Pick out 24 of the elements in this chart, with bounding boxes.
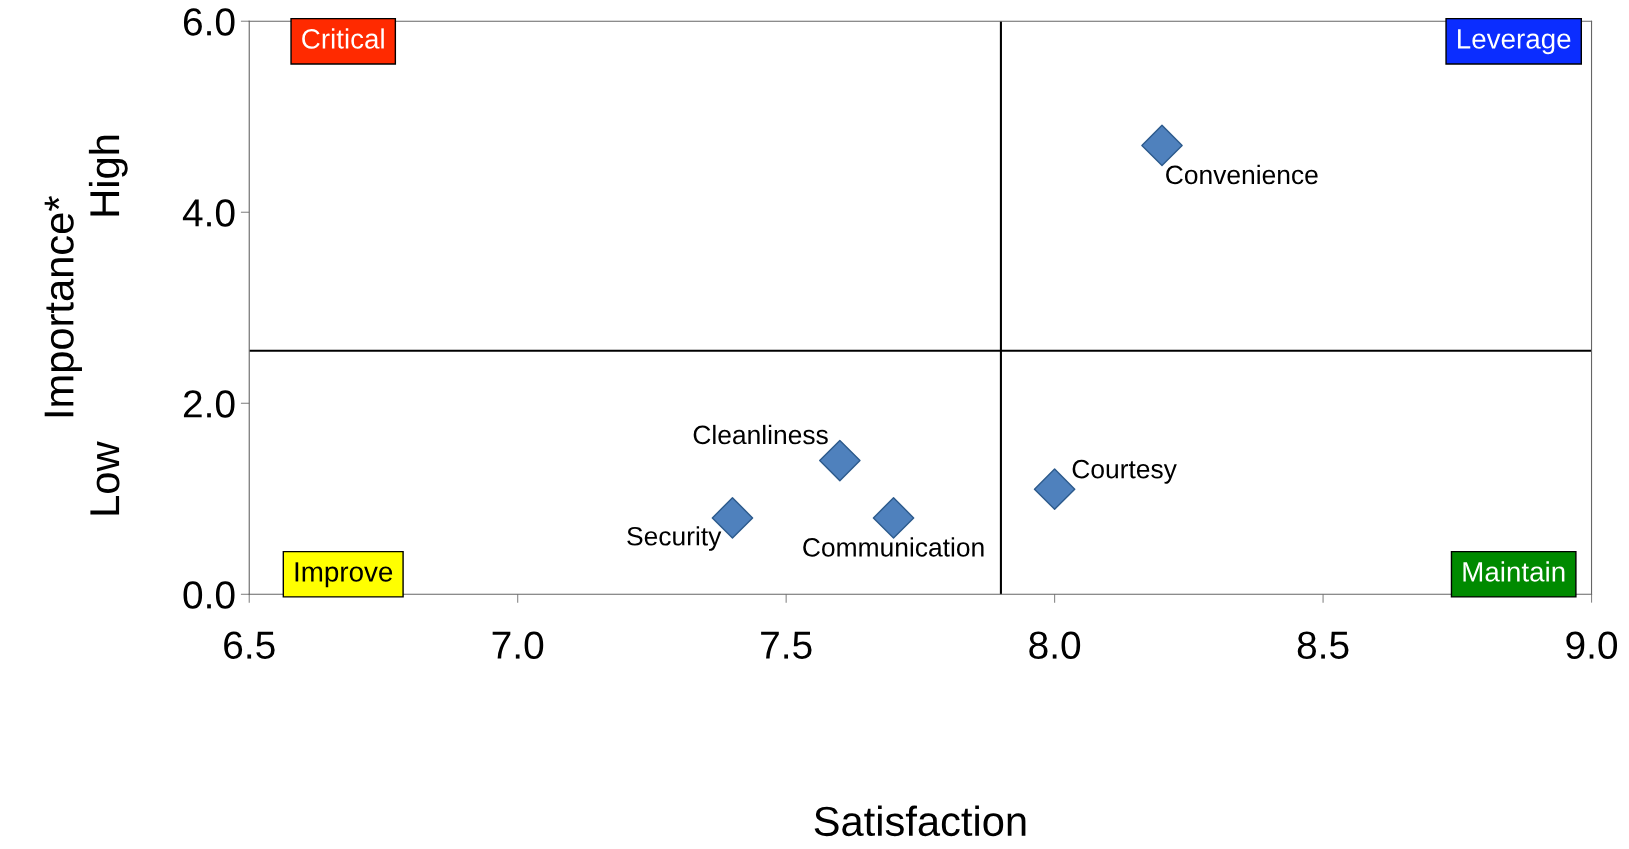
annotation: Maintain: [1463, 561, 1565, 582]
annotation: Improve: [295, 562, 393, 588]
x-tick-label: 7.0: [492, 631, 544, 659]
text: High: [88, 135, 128, 216]
series-label: Security: [627, 526, 722, 551]
x-tick-label: 8.0: [1029, 631, 1081, 659]
series-label: Communication: [803, 537, 984, 557]
series-label: Convenience: [1166, 164, 1318, 185]
series-label: Cleanliness: [693, 424, 828, 445]
y-tick-label: 4.0: [182, 199, 235, 227]
y-axis-title: Importance*: [44, 196, 82, 417]
x-axis-title: Satisfaction: [814, 805, 1026, 837]
x-tick-label: 7.5: [761, 631, 812, 659]
y-tick-label: 6.0: [183, 8, 235, 36]
x-tick-label: 9.0: [1566, 631, 1618, 659]
x-tick-label: 8.5: [1297, 631, 1349, 659]
y-tick-label: 2.0: [183, 390, 235, 418]
text: Low: [90, 441, 120, 515]
annotation: Critical: [302, 28, 384, 49]
series-label: Courtesy: [1072, 459, 1177, 484]
x-tick-label: 6.5: [224, 631, 275, 659]
annotation: Leverage: [1458, 29, 1571, 55]
point: [872, 497, 915, 539]
y-tick-label: 0.0: [183, 581, 235, 609]
